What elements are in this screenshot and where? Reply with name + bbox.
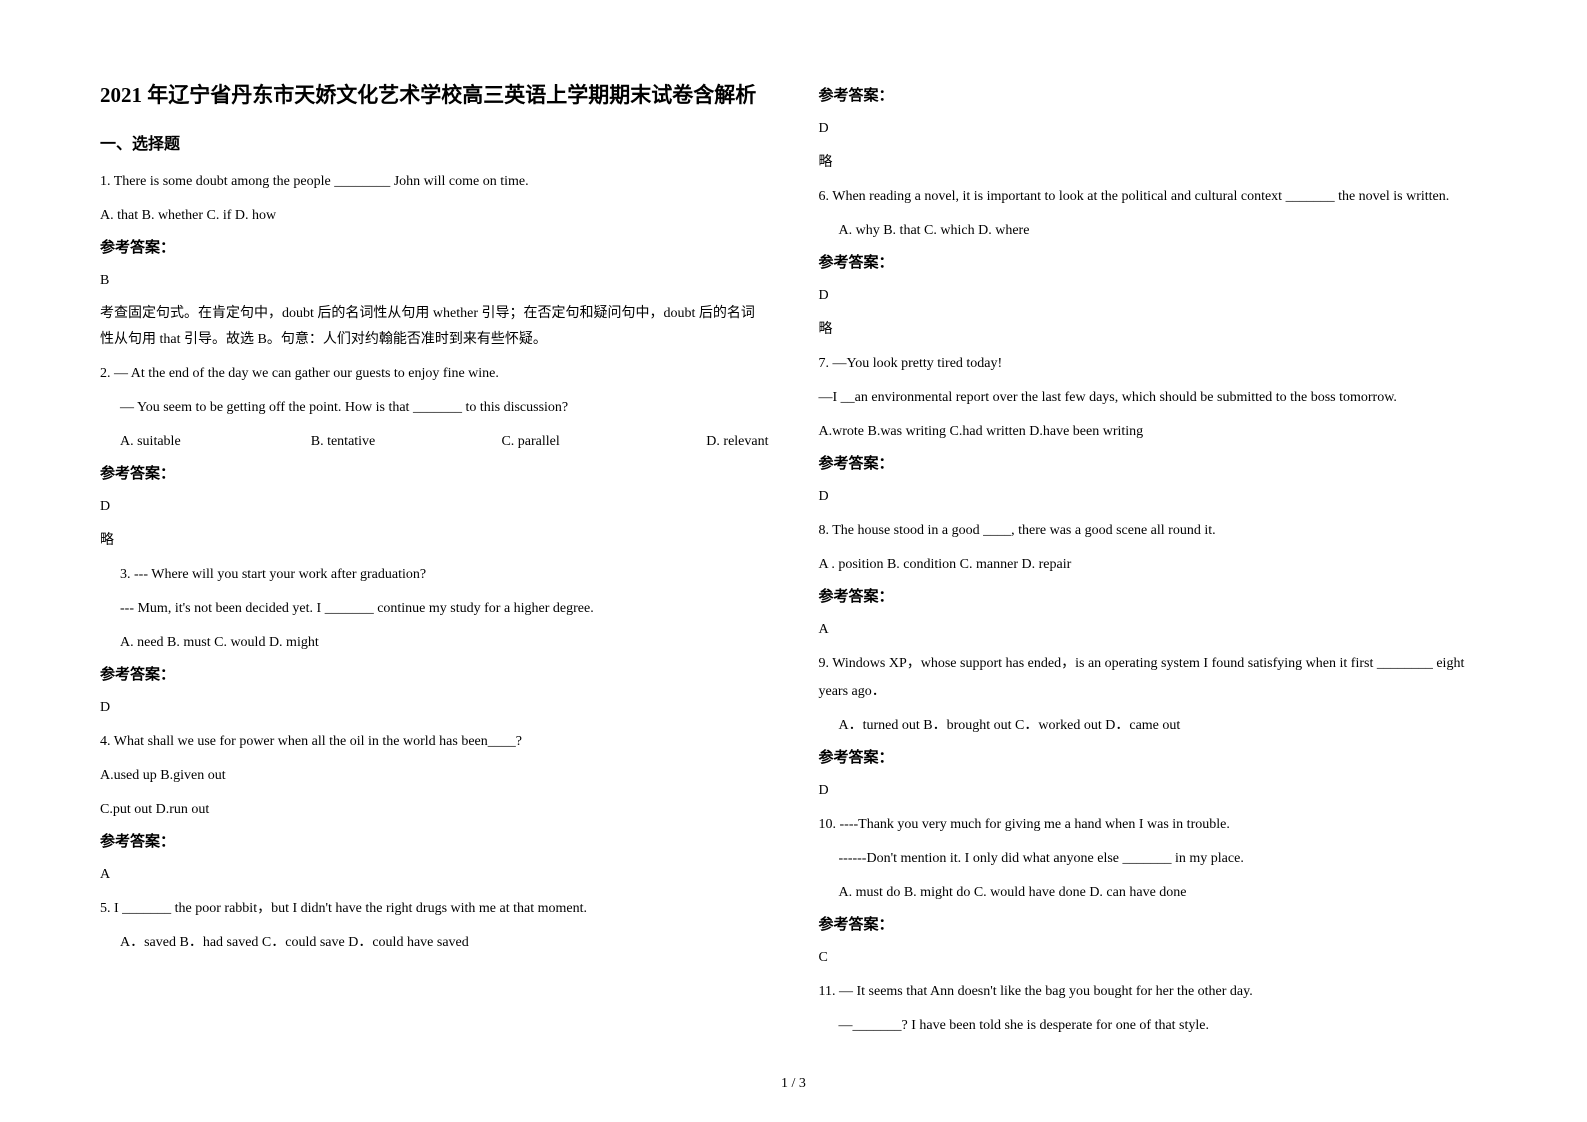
q3-answer-label: 参考答案： (100, 663, 769, 684)
q10-options: A. must do B. might do C. would have don… (819, 879, 1488, 907)
q6-options: A. why B. that C. which D. where (819, 217, 1488, 245)
document-title: 2021 年辽宁省丹东市天娇文化艺术学校高三英语上学期期末试卷含解析 (100, 80, 769, 112)
q5-options: A．saved B．had saved C．could save D．could… (100, 929, 769, 957)
q1-explanation: 考查固定句式。在肯定句中，doubt 后的名词性从句用 whether 引导；在… (100, 301, 769, 354)
q11-line2: —_______? I have been told she is desper… (819, 1012, 1488, 1040)
q3-answer: D (100, 694, 769, 722)
q8-answer-label: 参考答案： (819, 585, 1488, 606)
q6-answer-label: 参考答案： (819, 251, 1488, 272)
q9-options: A．turned out B．brought out C．worked out … (819, 712, 1488, 740)
q2-line2: — You seem to be getting off the point. … (100, 394, 769, 422)
q7-answer: D (819, 483, 1488, 511)
q1-text: 1. There is some doubt among the people … (100, 168, 769, 196)
q4-answer-label: 参考答案： (100, 830, 769, 851)
q1-answer-label: 参考答案： (100, 236, 769, 257)
left-column: 2021 年辽宁省丹东市天娇文化艺术学校高三英语上学期期末试卷含解析 一、选择题… (100, 80, 769, 1046)
q5-answer-label: 参考答案： (819, 84, 1488, 105)
q2-optD: D. relevant (692, 428, 768, 456)
q4-answer: A (100, 861, 769, 889)
q1-options: A. that B. whether C. if D. how (100, 202, 769, 230)
q4-opts2: C.put out D.run out (100, 796, 769, 824)
q8-options: A . position B. condition C. manner D. r… (819, 551, 1488, 579)
q9-answer: D (819, 777, 1488, 805)
q11-line1: 11. — It seems that Ann doesn't like the… (819, 978, 1488, 1006)
q2-optA: A. suitable (120, 428, 311, 456)
q2-optB: B. tentative (311, 428, 502, 456)
q2-answer-label: 参考答案： (100, 462, 769, 483)
page-number: 1 / 3 (0, 1076, 1587, 1092)
q1-answer: B (100, 267, 769, 295)
q3-options: A. need B. must C. would D. might (100, 629, 769, 657)
q2-skip: 略 (100, 527, 769, 555)
section-header: 一、选择题 (100, 130, 769, 154)
q2-optC: C. parallel (501, 428, 692, 456)
q3-line1: 3. --- Where will you start your work af… (100, 561, 769, 589)
q2-line1: 2. — At the end of the day we can gather… (100, 360, 769, 388)
q6-skip: 略 (819, 316, 1488, 344)
q2-answer: D (100, 493, 769, 521)
right-column: 参考答案： D 略 6. When reading a novel, it is… (819, 80, 1488, 1046)
q5-skip: 略 (819, 149, 1488, 177)
q8-answer: A (819, 616, 1488, 644)
q7-answer-label: 参考答案： (819, 452, 1488, 473)
q10-line1: 10. ----Thank you very much for giving m… (819, 811, 1488, 839)
q10-line2: ------Don't mention it. I only did what … (819, 845, 1488, 873)
q8-text: 8. The house stood in a good ____, there… (819, 517, 1488, 545)
q10-answer: C (819, 944, 1488, 972)
q3-line2: --- Mum, it's not been decided yet. I __… (100, 595, 769, 623)
q7-line1: 7. —You look pretty tired today! (819, 350, 1488, 378)
q9-answer-label: 参考答案： (819, 746, 1488, 767)
q2-options: A. suitable B. tentative C. parallel D. … (100, 428, 769, 456)
q9-line1: 9. Windows XP，whose support has ended，is… (819, 650, 1488, 706)
q4-text: 4. What shall we use for power when all … (100, 728, 769, 756)
two-column-layout: 2021 年辽宁省丹东市天娇文化艺术学校高三英语上学期期末试卷含解析 一、选择题… (100, 80, 1487, 1046)
q5-text: 5. I _______ the poor rabbit，but I didn'… (100, 895, 769, 923)
q6-answer: D (819, 282, 1488, 310)
q7-options: A.wrote B.was writing C.had written D.ha… (819, 418, 1488, 446)
q10-answer-label: 参考答案： (819, 913, 1488, 934)
q4-opts1: A.used up B.given out (100, 762, 769, 790)
q7-line2: —I __an environmental report over the la… (819, 384, 1488, 412)
q6-text: 6. When reading a novel, it is important… (819, 183, 1488, 211)
q5-answer: D (819, 115, 1488, 143)
